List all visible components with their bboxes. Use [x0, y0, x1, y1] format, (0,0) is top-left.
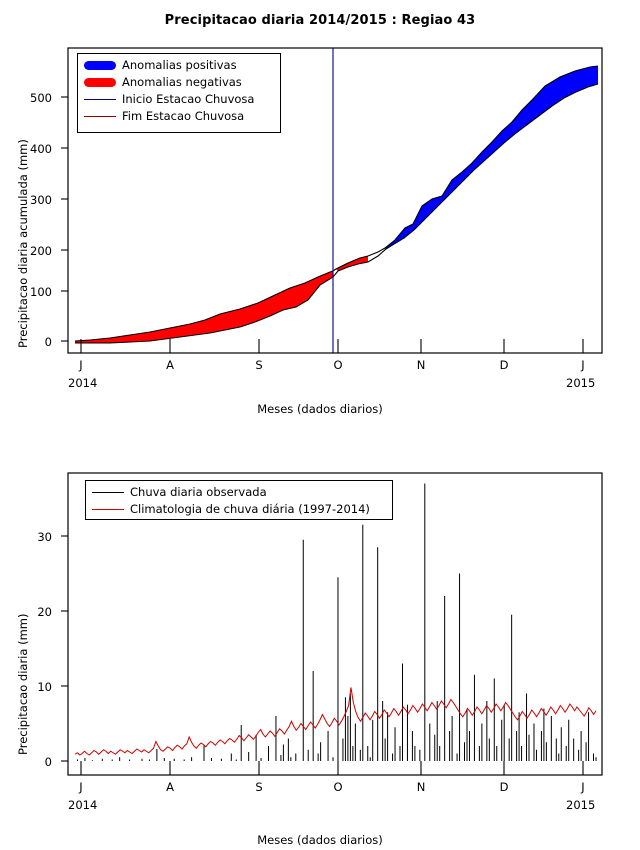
accumulated-xtick-nov: N: [416, 358, 426, 372]
page-title: Precipitacao diaria 2014/2015 : Regiao 4…: [164, 13, 476, 28]
accumulated-year-start: 2014: [68, 376, 98, 390]
daily-ytick-10: 10: [37, 680, 52, 694]
climatology-rain-line: [74, 687, 597, 756]
daily-xtick-aug: A: [166, 780, 174, 794]
daily-xtick-dec: D: [499, 780, 509, 794]
legend-item-season-end: Fim Estacao Chuvosa: [78, 108, 280, 125]
accumulated-legend: Anomalias positivas Anomalias negativas …: [77, 53, 281, 133]
accumulated-x-ticks: [80, 339, 584, 353]
accumulated-xtick-dec: D: [499, 358, 509, 372]
daily-xtick-sep: S: [255, 780, 263, 794]
legend-item-observed-rain: Chuva diaria observada: [86, 484, 392, 501]
accumulated-y-ticks: [61, 96, 68, 342]
negative-anomaly-fill: [75, 271, 333, 343]
accumulated-year-end: 2015: [566, 376, 596, 390]
accumulated-x-axis-label: Meses (dados diarios): [257, 402, 383, 416]
legend-item-negative-anomaly: Anomalias negativas: [78, 74, 280, 91]
accumulated-ytick-100: 100: [30, 285, 52, 299]
blue-band-icon: [78, 61, 122, 70]
accumulated-xtick-aug: A: [166, 358, 174, 372]
accumulated-xtick-jan: J: [581, 358, 585, 372]
legend-label-negative-anomaly: Anomalias negativas: [122, 75, 242, 89]
daily-plot-border: [67, 472, 603, 776]
daily-year-end: 2015: [566, 798, 596, 812]
legend-item-season-start: Inicio Estacao Chuvosa: [78, 91, 280, 108]
daily-legend: Chuva diaria observada Climatologia de c…: [85, 480, 393, 520]
accumulated-plot: [61, 47, 603, 354]
daily-ytick-30: 30: [37, 530, 52, 544]
accumulated-data-area: [74, 48, 599, 353]
observed-rain-impulses: [76, 483, 597, 761]
navy-line-icon: [78, 99, 122, 100]
accumulated-ytick-300: 300: [30, 193, 52, 207]
legend-label-observed-rain: Chuva diaria observada: [130, 485, 267, 499]
accumulated-ytick-200: 200: [30, 244, 52, 258]
daily-x-axis-label: Meses (dados diarios): [257, 833, 383, 847]
legend-label-season-end: Fim Estacao Chuvosa: [122, 109, 245, 123]
observed-accumulation-line: [74, 65, 599, 342]
accumulated-precipitation-panel: Precipitacao diaria 2014/2015 : Regiao 4…: [16, 13, 603, 416]
black-line-icon: [86, 492, 130, 493]
daily-y-ticks: [61, 535, 68, 762]
daily-year-start: 2014: [68, 798, 98, 812]
daily-xtick-jul: J: [79, 780, 83, 794]
accumulated-ytick-500: 500: [30, 91, 52, 105]
legend-item-positive-anomaly: Anomalias positivas: [78, 57, 280, 74]
climatology-accumulation-line: [75, 83, 599, 344]
accumulated-ytick-400: 400: [30, 142, 52, 156]
darkred-line-icon: [78, 116, 122, 117]
daily-plot: [61, 472, 603, 776]
accumulated-xtick-oct: O: [333, 358, 343, 372]
daily-precipitation-panel: Precipitacao diaria (mm) Meses (dados di…: [0, 425, 640, 850]
daily-xtick-nov: N: [416, 780, 426, 794]
negative-anomaly-fill-secondary: [336, 256, 368, 271]
accumulated-ytick-0: 0: [44, 335, 52, 349]
accumulated-xtick-jul: J: [79, 358, 83, 372]
positive-anomaly-fill: [385, 66, 598, 249]
red-line-icon: [86, 509, 130, 510]
daily-xtick-jan: J: [581, 780, 585, 794]
legend-label-positive-anomaly: Anomalias positivas: [122, 58, 237, 72]
daily-xtick-oct: O: [333, 780, 343, 794]
accumulated-xtick-sep: S: [255, 358, 263, 372]
legend-label-season-start: Inicio Estacao Chuvosa: [122, 92, 255, 106]
daily-ytick-0: 0: [44, 755, 52, 769]
legend-label-climatology-rain: Climatologia de chuva diária (1997-2014): [130, 502, 370, 516]
accumulated-plot-border: [67, 47, 603, 354]
legend-item-climatology-rain: Climatologia de chuva diária (1997-2014): [86, 501, 392, 518]
red-band-icon: [78, 78, 122, 87]
daily-ytick-20: 20: [37, 605, 52, 619]
daily-x-ticks: [80, 761, 584, 775]
